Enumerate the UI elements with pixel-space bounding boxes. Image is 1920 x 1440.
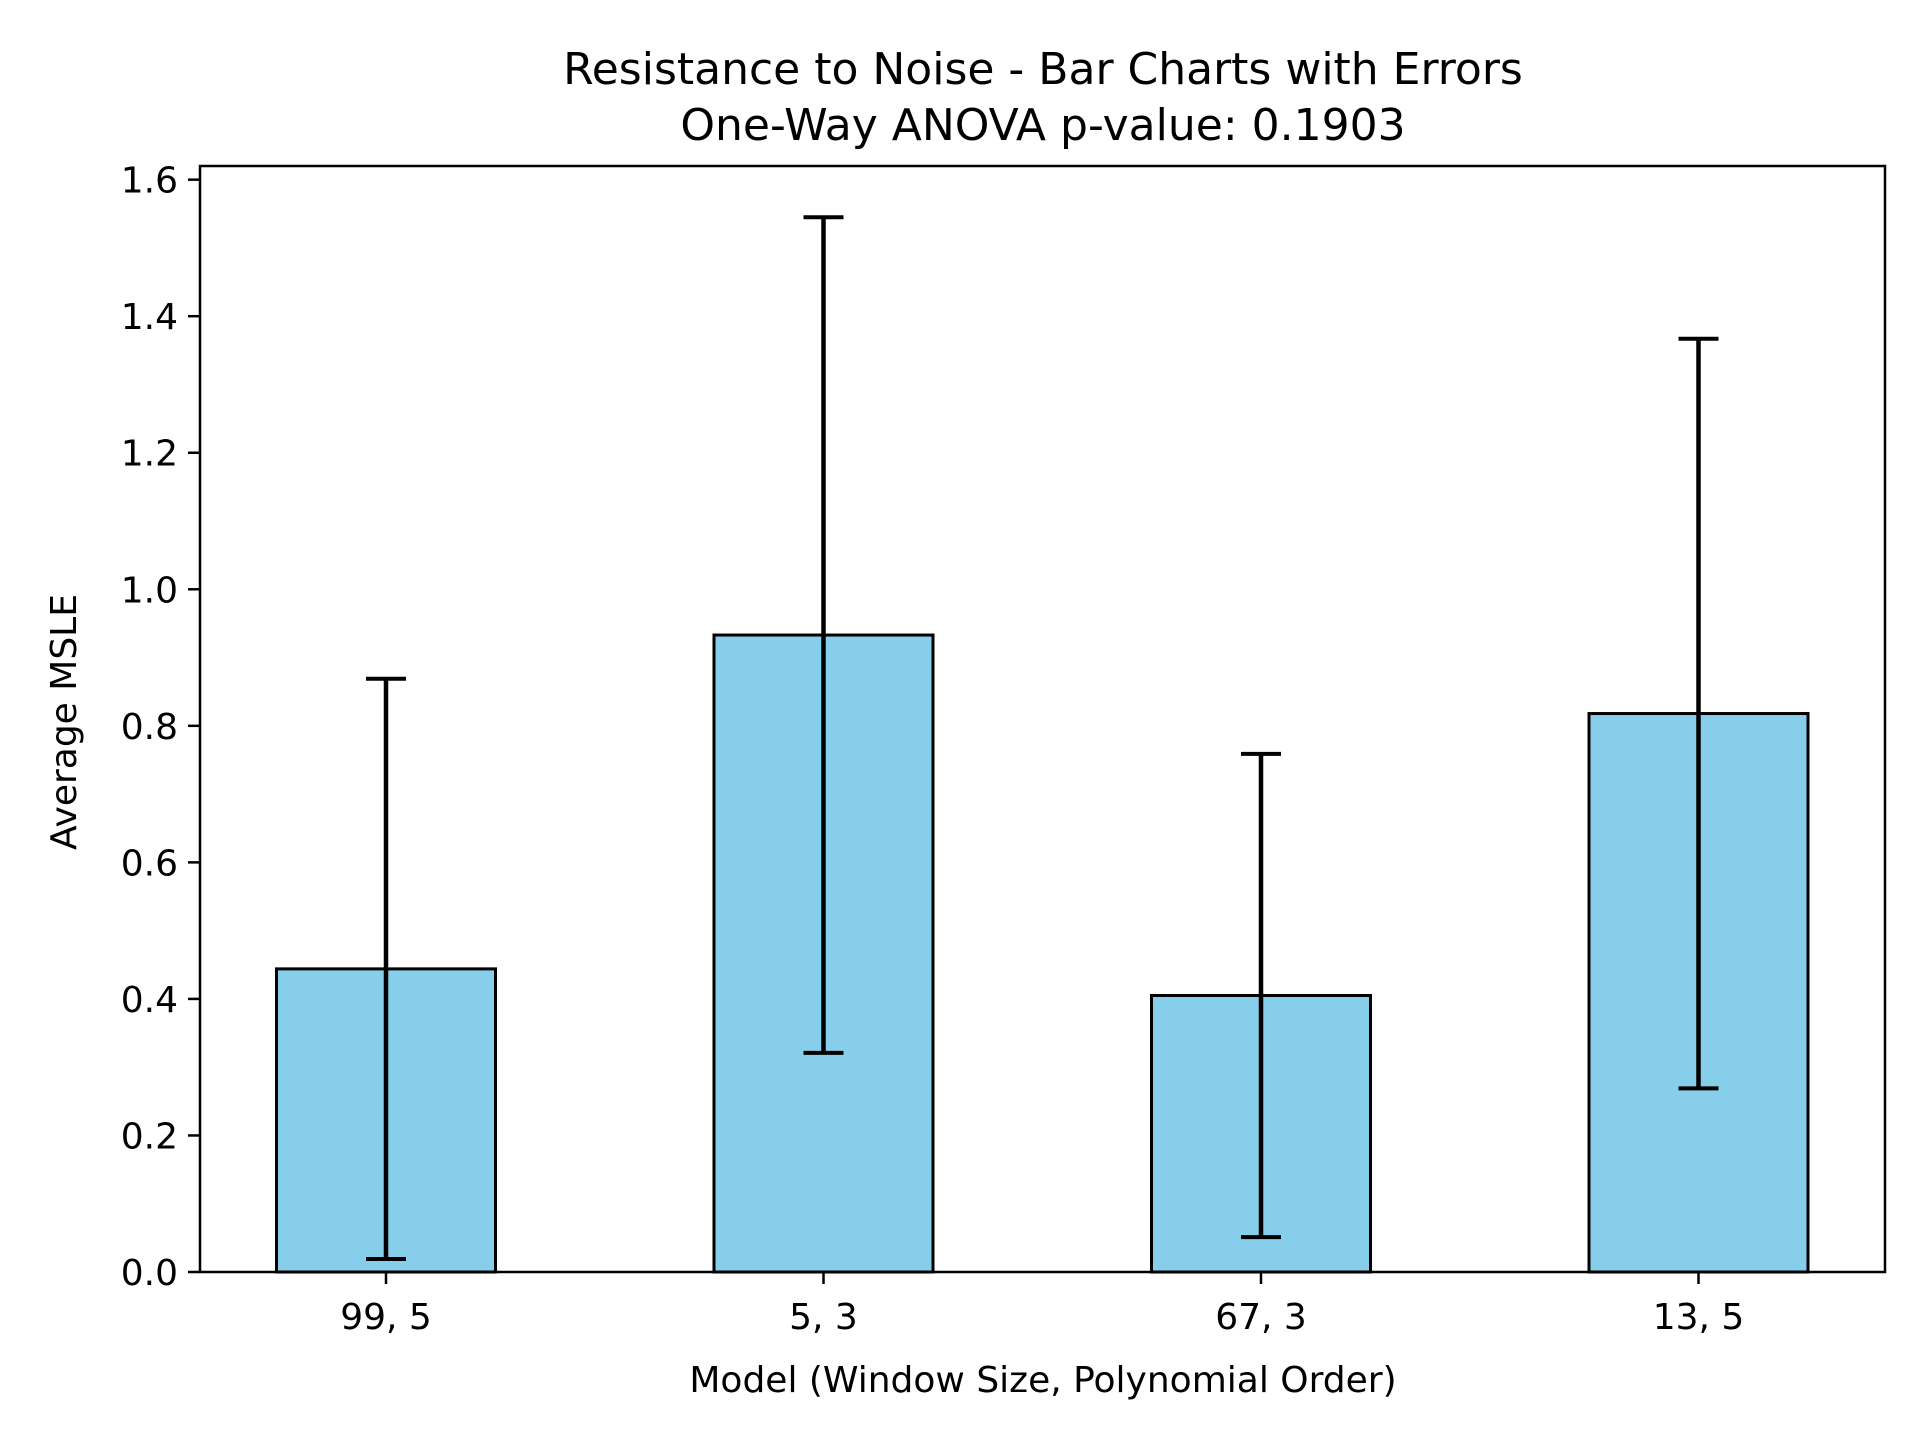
- y-tick-label-6: 1.2: [121, 434, 178, 475]
- y-tick-label-0: 0.0: [121, 1253, 178, 1294]
- y-tick-label-5: 1.0: [121, 570, 178, 611]
- chart-subtitle: One-Way ANOVA p-value: 0.1903: [680, 100, 1405, 151]
- x-axis-label: Model (Window Size, Polynomial Order): [689, 1360, 1396, 1401]
- x-tick-label-1: 5, 3: [789, 1297, 858, 1338]
- y-tick-label-1: 0.2: [121, 1116, 178, 1157]
- x-tick-label-2: 67, 3: [1215, 1297, 1307, 1338]
- y-tick-label-2: 0.4: [121, 980, 178, 1021]
- y-tick-label-4: 0.8: [121, 707, 178, 748]
- chart-title: Resistance to Noise - Bar Charts with Er…: [563, 44, 1523, 95]
- y-tick-label-7: 1.4: [121, 297, 178, 338]
- plot-area: 0.0 0.2 0.4 0.6 0.8 1.0 1.2 1.4 1.6 99, 5 5, 3 67, …: [121, 161, 1887, 1338]
- x-tick-label-3: 13, 5: [1653, 1297, 1745, 1338]
- y-tick-label-8: 1.6: [121, 161, 178, 202]
- axes-frame: [198, 164, 1887, 1274]
- y-axis-label: Average MSLE: [44, 594, 85, 850]
- y-tick-label-3: 0.6: [121, 843, 178, 884]
- x-tick-label-0: 99, 5: [340, 1297, 432, 1338]
